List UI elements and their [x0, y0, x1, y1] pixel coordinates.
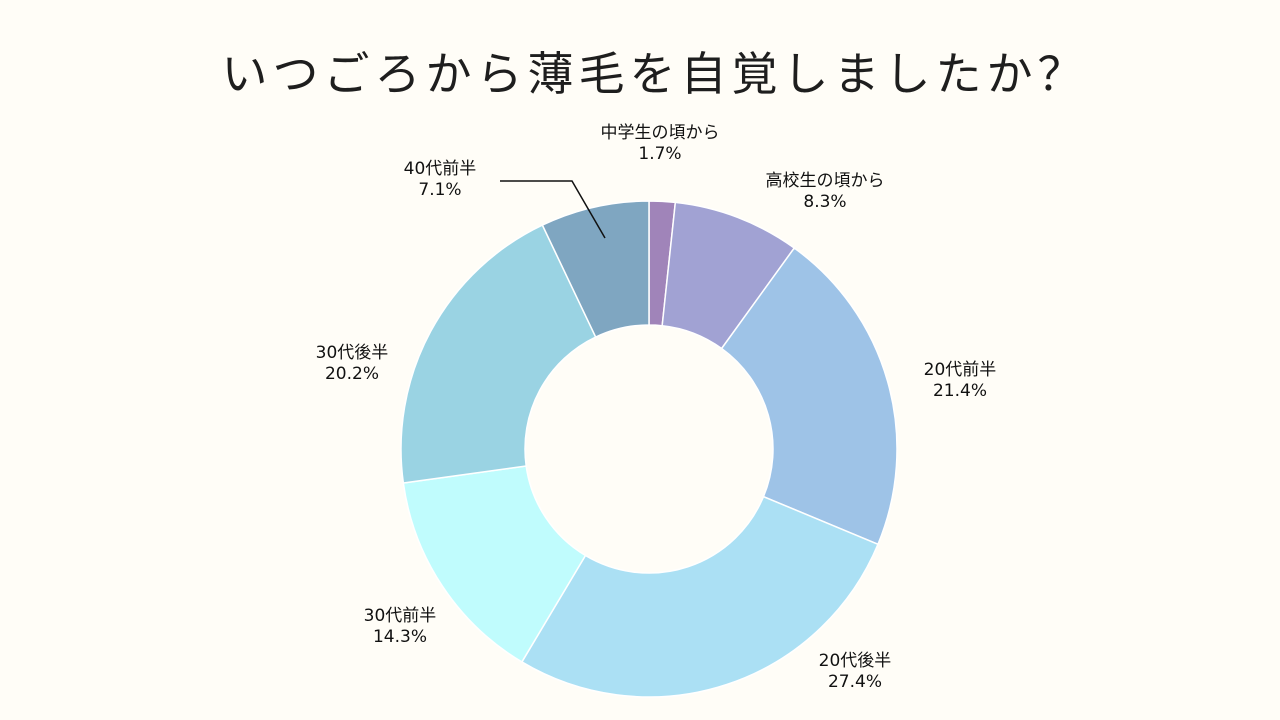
slice-label: 40代前半 7.1%: [404, 159, 477, 200]
slice-label: 高校生の頃から 8.3%: [766, 171, 885, 212]
slice-value: 1.7%: [638, 144, 681, 164]
slice-category: 40代前半: [404, 159, 477, 179]
donut-slice: [520, 495, 879, 698]
slice-category: 中学生の頃から: [601, 123, 720, 143]
chart-title: いつごろから薄毛を自覚しましたか？: [222, 47, 1089, 101]
slice-category: 高校生の頃から: [766, 171, 885, 191]
slice-value: 27.4%: [828, 672, 882, 692]
donut-slice: [400, 224, 597, 484]
slice-label: 30代後半 20.2%: [316, 343, 389, 384]
donut-slice: [541, 200, 650, 339]
donut-slice: [720, 246, 898, 546]
donut-slices: [400, 200, 898, 698]
slice-category: 30代後半: [316, 343, 389, 363]
slice-value: 20.2%: [325, 364, 379, 384]
slice-value: 8.3%: [803, 192, 846, 212]
leader-lines: [500, 180, 606, 239]
slice-value: 14.3%: [373, 627, 427, 647]
slice-category: 30代前半: [364, 606, 437, 626]
slice-value: 7.1%: [418, 180, 461, 200]
slice-category: 20代前半: [924, 360, 997, 380]
slice-category: 20代後半: [819, 651, 892, 671]
slice-label: 中学生の頃から 1.7%: [601, 123, 720, 164]
slice-value: 21.4%: [933, 381, 987, 401]
leader-line: [500, 180, 606, 239]
slice-labels: 中学生の頃から 1.7% 高校生の頃から 8.3% 20代前半 21.4% 20代後半 27.…: [316, 123, 997, 692]
donut-slice: [402, 465, 587, 663]
slice-label: 20代前半 21.4%: [924, 360, 997, 401]
slice-label: 30代前半 14.3%: [364, 606, 437, 647]
slice-label: 20代後半 27.4%: [819, 651, 892, 692]
